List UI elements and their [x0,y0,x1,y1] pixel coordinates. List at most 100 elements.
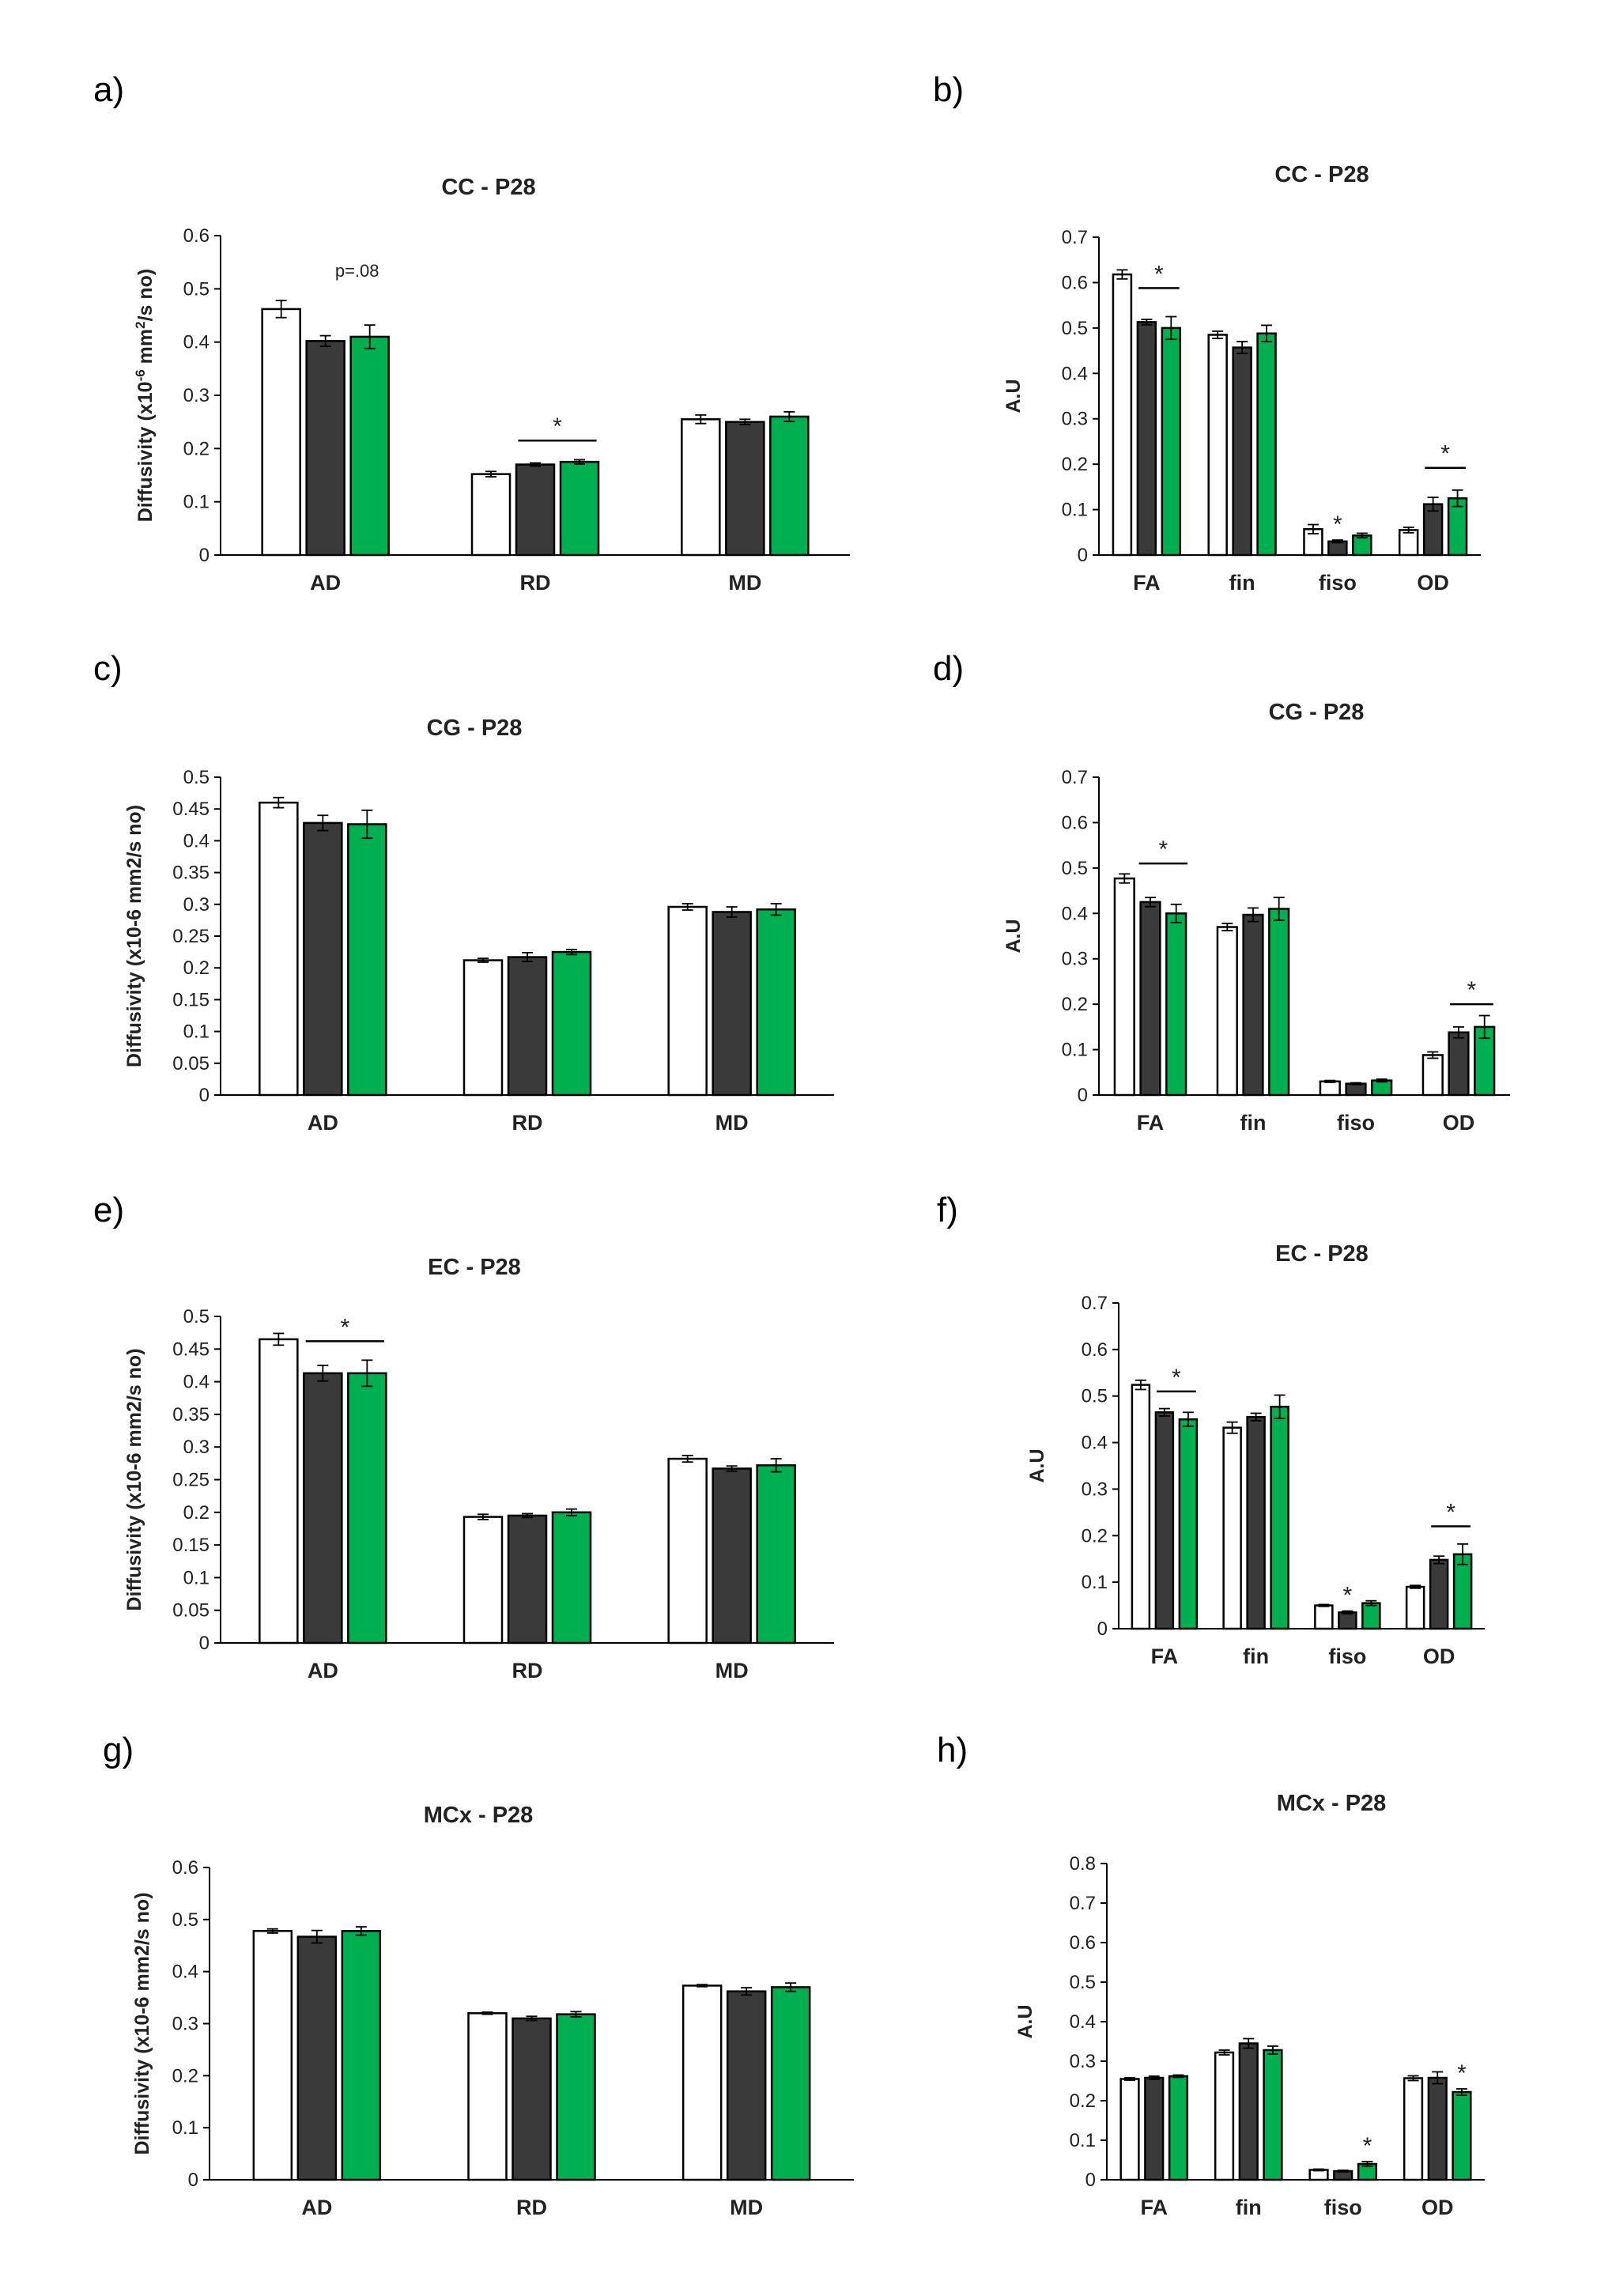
bar [770,1986,811,2181]
y-axis-label: A.U [1002,919,1025,953]
category-label: fiso [1319,571,1357,595]
bar [1214,2051,1235,2181]
y-tick-label: 0.8 [1070,1853,1096,1875]
bar [261,308,301,557]
bar [1268,908,1290,1097]
bar [1338,1611,1357,1630]
y-tick-label: 0.4 [183,830,210,852]
y-tick-label: 0.5 [1062,858,1088,879]
bar [681,418,721,557]
bar [1207,334,1228,557]
bar [1165,912,1187,1097]
chart-panel-2: b) CC - P28 0 0.1 0.2 0.3 0.4 0.5 0.6 0.7 A.U FA fin… [933,70,1481,595]
bar [507,1514,548,1645]
y-tick-label: 0.2 [172,2065,198,2086]
bar [1216,926,1238,1097]
y-tick-label: 0 [1085,2169,1096,2191]
y-tick-label: 0 [199,1633,210,1654]
category-label: MD [728,571,761,595]
y-tick-label: 0.3 [183,385,210,406]
significance-marker: * [1154,261,1164,287]
bar [1314,1604,1334,1630]
y-axis-label: Diffusivity (x10-6 mm2/s no) [123,1348,145,1611]
y-tick-label: 0.05 [172,1600,210,1622]
bar [1345,1082,1367,1097]
bar [305,340,345,557]
y-tick-label: 0.45 [172,799,210,820]
category-label: OD [1421,2196,1454,2219]
bar [1238,2042,1259,2181]
y-tick-label: 0 [1097,1618,1108,1640]
category-label: RD [512,1659,543,1682]
y-tick-label: 0.3 [1070,2051,1096,2072]
chart-panel-5: e) EC - P28 0 0.05 0.1 0.15 0.2 0.25 0.3 0.35 0.4 0… [93,1191,834,1682]
chart-title: CG - P28 [1269,700,1365,725]
significance-marker: * [1333,512,1342,538]
significance-marker: * [340,1314,349,1340]
significance-marker: * [1159,836,1168,863]
bar [296,1935,338,2181]
y-tick-label: 0.5 [183,1306,210,1327]
bar [1427,2076,1448,2181]
y-tick-label: 0.2 [183,438,210,459]
category-label: RD [520,571,551,595]
category-label: FA [1137,1111,1165,1135]
bar [1178,1418,1199,1630]
y-tick-label: 0.5 [1062,318,1088,339]
bar [347,823,387,1097]
bar [667,1457,708,1645]
y-tick-label: 0.25 [172,926,210,947]
bar [470,473,512,557]
y-tick-label: 0.3 [183,1437,210,1458]
y-tick-label: 0.2 [1062,454,1088,475]
y-axis-label: A.U [1014,2004,1036,2038]
category-label: FA [1133,571,1161,595]
y-tick-label: 0 [199,545,210,566]
panel-label: e) [93,1191,124,1229]
bar [1452,2090,1472,2181]
bar [667,905,708,1097]
bar [1270,1406,1289,1630]
category-label: MD [730,2196,763,2219]
y-tick-label: 0.4 [183,1372,210,1393]
y-tick-label: 0 [1078,1085,1088,1106]
y-tick-label: 0.5 [183,767,210,788]
category-label: FA [1151,1645,1179,1668]
panel-label: b) [933,70,964,109]
panel-label: g) [103,1731,134,1769]
y-axis-label: Diffusivity (x10-6 mm2/s no) [131,1892,153,2154]
bar [1371,1079,1393,1097]
y-tick-label: 0.05 [172,1053,210,1074]
bar [347,1372,387,1645]
bar [769,415,810,557]
bar [259,801,299,1097]
category-label: fiso [1328,1645,1366,1668]
bar [507,956,548,1097]
y-tick-label: 0.5 [183,278,210,300]
bar [512,2017,552,2181]
y-tick-label: 0.6 [183,225,210,247]
y-tick-label: 0.45 [172,1339,210,1360]
y-tick-label: 0.2 [183,1502,210,1524]
bar [515,463,556,557]
y-tick-label: 0.3 [172,2014,198,2035]
bar [303,821,343,1097]
bar [1398,529,1419,557]
bar [1448,1031,1470,1097]
significance-marker: * [1440,441,1450,467]
bar [1256,332,1277,557]
y-tick-label: 0.3 [1082,1478,1108,1500]
bar [556,2013,596,2181]
y-tick-label: 0.4 [1082,1433,1108,1454]
category-label: fin [1243,1645,1269,1668]
bar [551,950,592,1097]
bar [259,1338,299,1645]
bar [349,335,390,557]
y-tick-label: 0.7 [1070,1893,1096,1914]
bar [1421,1054,1444,1097]
y-axis-label: Diffusivity (x10-6 mm2/s no) [133,269,157,523]
panel-label: c) [93,649,123,688]
y-tick-label: 0 [199,1085,210,1106]
chart-panel-3: c) CG - P28 0 0.05 0.1 0.15 0.2 0.25 0.3 0.35 0.4 0… [93,649,834,1135]
y-tick-label: 0.35 [172,1404,210,1426]
